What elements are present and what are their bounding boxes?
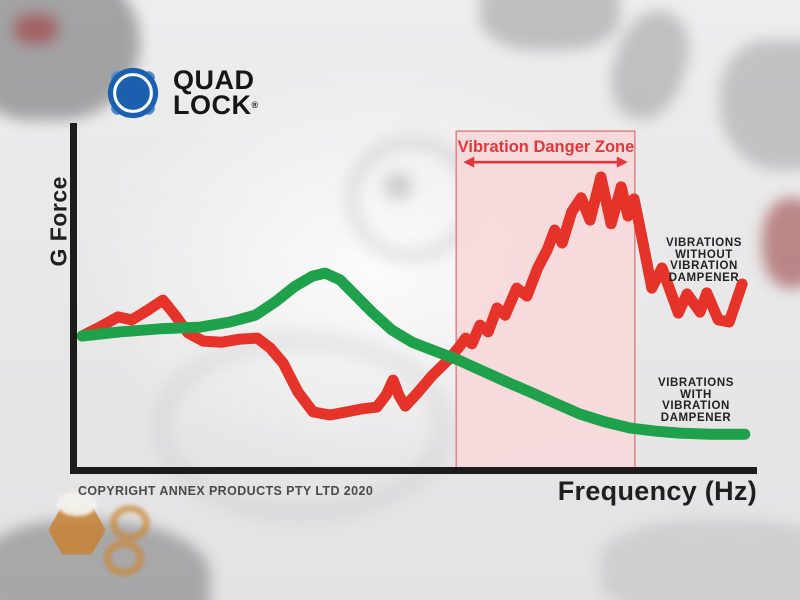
background-photo-mount-core — [383, 172, 413, 200]
quad-lock-logo: QUAD LOCK® — [104, 64, 258, 122]
danger-zone-arrowhead-right — [616, 156, 628, 168]
y-axis-label: G Force — [45, 176, 72, 267]
copyright-text: COPYRIGHT ANNEX PRODUCTS PTY LTD 2020 — [78, 484, 374, 498]
series-label-with-dampener: VIBRATIONS WITH VIBRATION DAMPENER — [657, 377, 735, 425]
quad-lock-mount-icon — [107, 67, 159, 119]
green-line-with-dampener — [76, 267, 751, 440]
quad-lock-wordmark: QUAD LOCK® — [173, 65, 259, 120]
background-photo-bolt-cap — [57, 492, 97, 516]
background-photo-bottom-right — [600, 520, 800, 600]
logo-word-lock: LOCK — [173, 90, 252, 120]
danger-zone-arrowhead-left — [463, 156, 475, 168]
background-photo-ring — [110, 505, 150, 541]
registered-trademark: ® — [251, 100, 259, 110]
x-axis-label: Frequency (Hz) — [557, 476, 757, 506]
logo-word-quad: QUAD — [173, 65, 255, 95]
red-line-without-dampener — [76, 171, 748, 421]
background-photo-ring-2 — [104, 540, 144, 576]
background-photo-right-red — [762, 198, 800, 288]
series-label-without-dampener: VIBRATIONS WITHOUT VIBRATION DAMPENER — [665, 237, 743, 285]
background-photo-red-part — [14, 14, 58, 44]
danger-zone-label: Vibration Danger Zone — [457, 138, 635, 156]
background-photo-top — [480, 0, 620, 50]
